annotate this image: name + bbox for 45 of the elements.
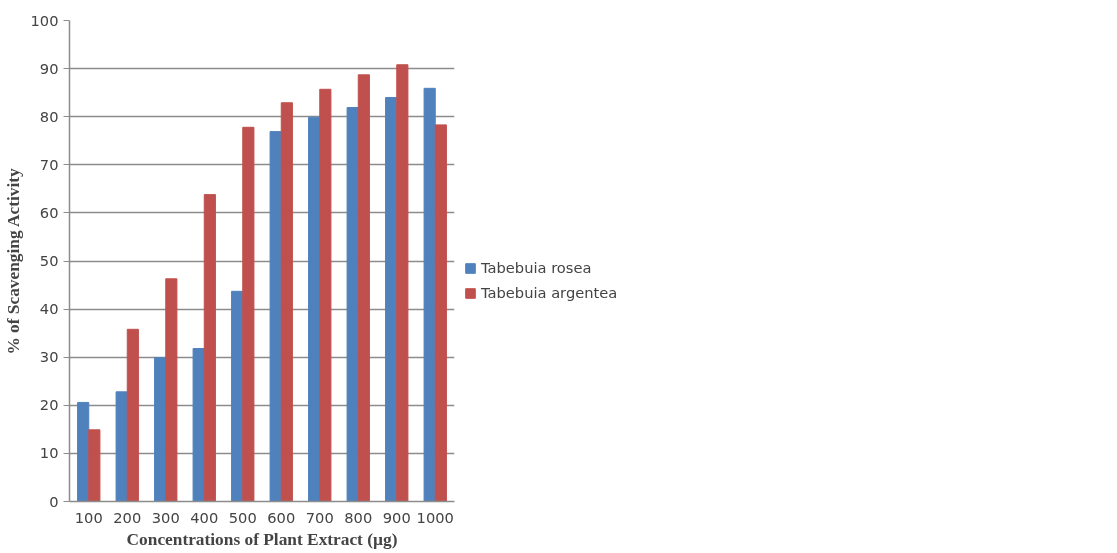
x-tick-label: 800 [344, 508, 373, 526]
y-tick-label: 30 [39, 348, 59, 366]
legend-label: Tabebuia rosea [481, 259, 592, 276]
x-tick-label: 200 [113, 508, 142, 526]
bar [126, 328, 139, 502]
bar [434, 124, 447, 502]
x-tick-label: 500 [228, 508, 257, 526]
bar [231, 290, 244, 502]
bar [192, 348, 205, 502]
y-axis-title: % of Scavenging Activity [3, 168, 23, 355]
y-tick-label: 20 [39, 396, 59, 414]
y-tick-label: 80 [39, 107, 59, 125]
bar [280, 102, 293, 502]
bar [165, 278, 178, 502]
bar [269, 131, 282, 502]
bar [357, 74, 370, 502]
bar [88, 429, 101, 502]
bar [308, 116, 321, 502]
bar [319, 88, 332, 502]
x-tick-label: 400 [190, 508, 219, 526]
bar [423, 87, 436, 502]
y-tick-label: 60 [39, 203, 59, 221]
bar [385, 96, 398, 502]
y-tick-label: 70 [39, 155, 59, 173]
y-tick-label: 50 [39, 252, 59, 269]
bar [203, 194, 216, 502]
x-axis-title: Concentrations of Plant Extract (µg) [126, 529, 398, 549]
x-tick-label: 100 [74, 508, 103, 526]
bar [242, 126, 255, 502]
x-tick-label: 300 [151, 508, 180, 526]
x-tick-label: 700 [305, 508, 334, 526]
legend-label: Tabebuia argentea [481, 284, 618, 301]
x-tick-label: 900 [382, 508, 411, 526]
bar [154, 357, 167, 502]
bar [77, 401, 90, 502]
x-tick-label: 1000 [416, 508, 454, 526]
bar [396, 64, 409, 502]
y-tick-label: 10 [39, 444, 59, 462]
bar [346, 107, 359, 502]
x-tick-label: 600 [267, 508, 296, 526]
y-tick-label: 0 [49, 492, 59, 510]
y-tick-label: 100 [30, 11, 59, 29]
y-tick-label: 40 [39, 300, 59, 318]
bar [115, 391, 128, 502]
y-tick-label: 90 [39, 59, 59, 77]
